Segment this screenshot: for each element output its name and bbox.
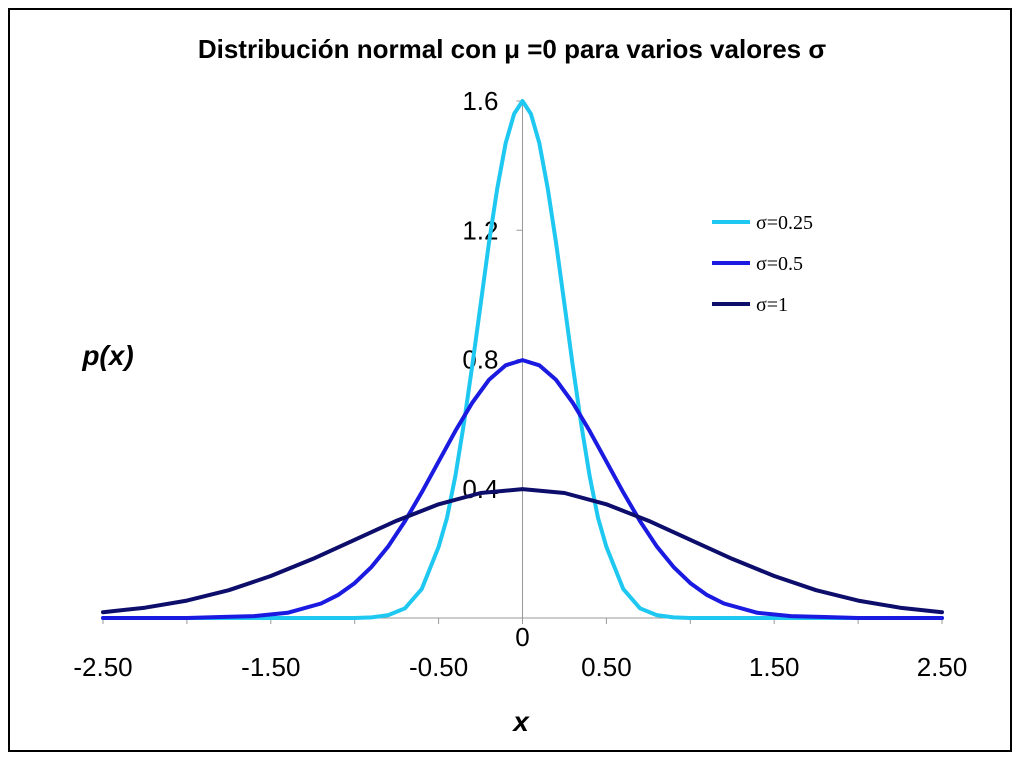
x-tick-label: 1.50 <box>749 652 800 682</box>
legend-label-3: σ=1 <box>756 294 788 316</box>
x-tick-label: -2.50 <box>73 652 132 682</box>
legend-label-1: σ=0.25 <box>756 212 813 234</box>
x-tick-label: 2.50 <box>917 652 968 682</box>
series-line-3 <box>101 487 944 615</box>
y-tick-label: 0.8 <box>462 345 498 375</box>
series-line-2 <box>101 358 944 620</box>
y-tick-label: 0.4 <box>462 474 498 504</box>
chart-title: Distribución normal con μ =0 para varios… <box>198 34 827 64</box>
x-tick-label: -0.50 <box>409 652 468 682</box>
series-layer <box>101 99 944 620</box>
x-axis-label: x <box>511 706 530 737</box>
y-tick-label: 1.6 <box>462 86 498 116</box>
series-line-1 <box>101 99 944 620</box>
y-axis-label: p(x) <box>81 340 133 371</box>
x-zero-label: 0 <box>515 622 529 652</box>
axes: 0.40.81.21.6-2.50 -1.50 -0.50 0.50 1.50 2.500 <box>73 86 967 682</box>
x-tick-label: -1.50 <box>241 652 300 682</box>
x-tick-label: 0.50 <box>581 652 632 682</box>
legend: σ=0.25 σ=0.5 σ=1 <box>712 212 813 316</box>
legend-label-2: σ=0.5 <box>756 253 803 275</box>
